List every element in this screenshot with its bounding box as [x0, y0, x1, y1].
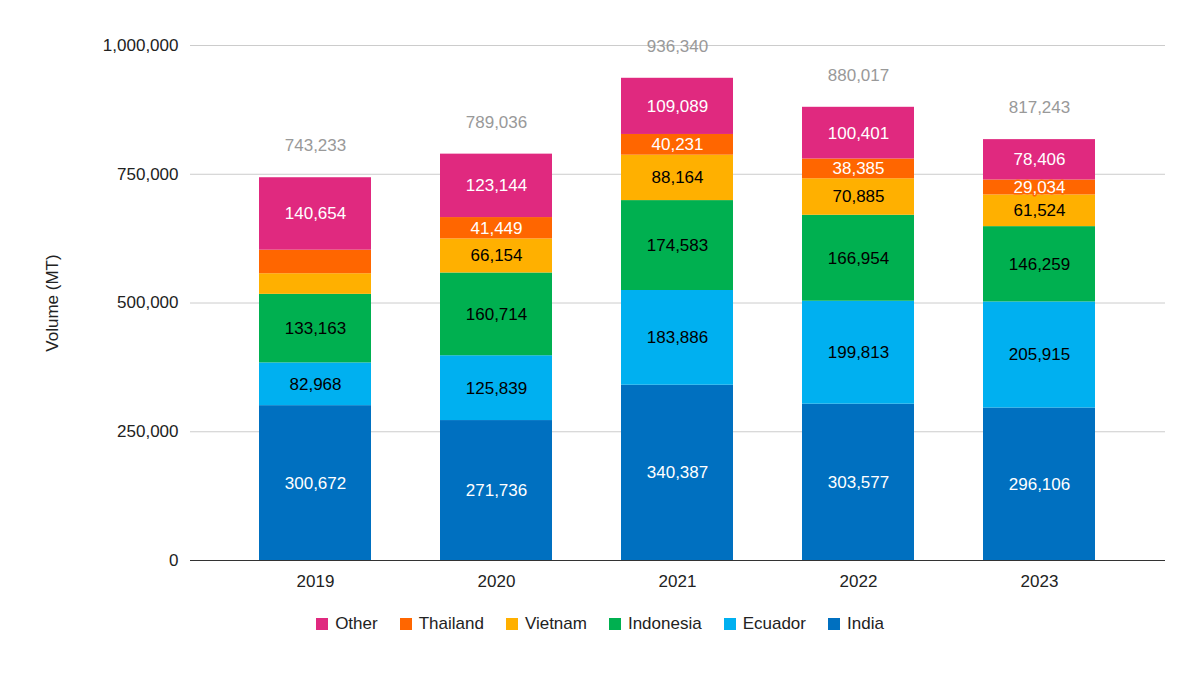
html-text:Thailand: Thailand: [418, 614, 484, 633]
svg-text:66,154: 66,154: [471, 246, 523, 265]
html-text:India: India: [847, 614, 884, 633]
svg-text:Volume (MT): Volume (MT): [43, 254, 62, 351]
svg-text:205,915: 205,915: [1009, 345, 1070, 364]
svg-text:296,106: 296,106: [1009, 475, 1070, 494]
svg-text:70,885: 70,885: [833, 187, 885, 206]
html-text:Other: Other: [335, 614, 378, 633]
svg-text:300,672: 300,672: [285, 474, 346, 493]
svg-text:750,000: 750,000: [117, 165, 178, 184]
svg-text:78,406: 78,406: [1014, 150, 1066, 169]
svg-text:2022: 2022: [840, 572, 878, 591]
svg-text:174,583: 174,583: [647, 236, 708, 255]
svg-text:29,034: 29,034: [1014, 178, 1066, 197]
html-text:Indonesia: Indonesia: [627, 614, 702, 633]
svg-text:880,017: 880,017: [828, 66, 889, 85]
svg-text:271,736: 271,736: [466, 481, 527, 500]
svg-text:2019: 2019: [297, 572, 335, 591]
svg-text:40,231: 40,231: [652, 135, 704, 154]
svg-text:125,839: 125,839: [466, 379, 527, 398]
svg-text:140,654: 140,654: [285, 204, 346, 223]
html-text:Ecuador: Ecuador: [742, 614, 806, 633]
svg-text:2021: 2021: [659, 572, 697, 591]
svg-text:1,000,000: 1,000,000: [103, 36, 179, 55]
svg-text:61,524: 61,524: [1014, 201, 1066, 220]
svg-text:2023: 2023: [1021, 572, 1059, 591]
svg-text:133,163: 133,163: [285, 319, 346, 338]
svg-text:41,449: 41,449: [471, 219, 523, 238]
svg-text:340,387: 340,387: [647, 463, 708, 482]
svg-text:936,340: 936,340: [647, 37, 708, 56]
html-text:Vietnam: Vietnam: [524, 614, 587, 633]
svg-text:109,089: 109,089: [647, 97, 708, 116]
svg-text:123,144: 123,144: [466, 176, 527, 195]
svg-text:0: 0: [169, 551, 178, 570]
svg-text:146,259: 146,259: [1009, 255, 1070, 274]
svg-text:160,714: 160,714: [466, 305, 527, 324]
svg-text:183,886: 183,886: [647, 328, 708, 347]
svg-text:88,164: 88,164: [652, 168, 704, 187]
svg-text:2020: 2020: [478, 572, 516, 591]
svg-text:743,233: 743,233: [285, 136, 346, 155]
svg-text:82,968: 82,968: [290, 375, 342, 394]
svg-text:250,000: 250,000: [117, 422, 178, 441]
svg-text:500,000: 500,000: [117, 293, 178, 312]
svg-text:100,401: 100,401: [828, 124, 889, 143]
svg-text:166,954: 166,954: [828, 249, 889, 268]
svg-text:817,243: 817,243: [1009, 98, 1070, 117]
svg-text:38,385: 38,385: [833, 159, 885, 178]
svg-text:789,036: 789,036: [466, 113, 527, 132]
svg-text:303,577: 303,577: [828, 473, 889, 492]
svg-text:199,813: 199,813: [828, 343, 889, 362]
